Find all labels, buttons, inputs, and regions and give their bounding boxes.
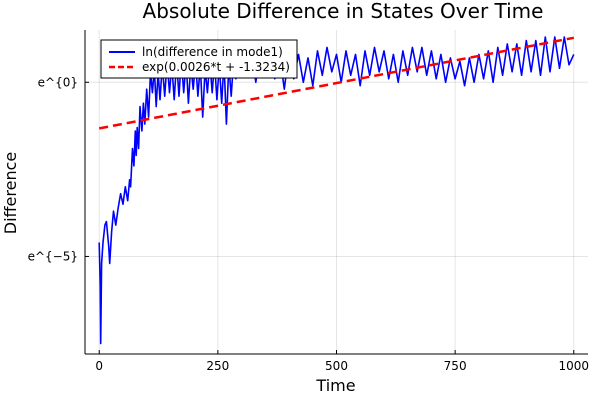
legend: ln(difference in mode1) exp(0.0026*t + -… bbox=[100, 39, 298, 79]
x-tick-label-2: 500 bbox=[325, 359, 348, 373]
y-ticks: e^{0} e^{−5} bbox=[28, 75, 89, 263]
y-axis-label: Difference bbox=[1, 152, 20, 234]
legend-box bbox=[100, 39, 298, 79]
legend-label-series-2: exp(0.0026*t + -1.3234) bbox=[142, 60, 290, 74]
x-tick-label-3: 750 bbox=[444, 359, 467, 373]
x-tick-label-4: 1000 bbox=[558, 359, 589, 373]
x-tick-label-0: 0 bbox=[95, 359, 103, 373]
x-axis-label: Time bbox=[315, 376, 355, 395]
series-line-2 bbox=[98, 36, 575, 130]
y-tick-label-1: e^{−5} bbox=[28, 249, 78, 263]
y-tick-label-0: e^{0} bbox=[38, 75, 78, 89]
legend-label-series-1: ln(difference in mode1) bbox=[142, 45, 283, 59]
x-tick-label-1: 250 bbox=[206, 359, 229, 373]
chart-title: Absolute Difference in States Over Time bbox=[143, 0, 544, 23]
x-ticks: 0 250 500 750 1000 bbox=[95, 350, 589, 373]
